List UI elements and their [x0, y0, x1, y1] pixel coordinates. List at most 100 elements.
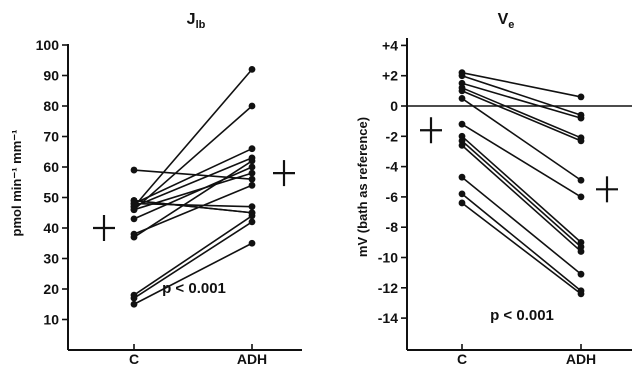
jlb-point-adh — [248, 169, 256, 177]
ve-ytick-label: -14 — [378, 310, 398, 326]
jlb-subject-15 — [130, 239, 256, 308]
ve-point-c — [458, 190, 466, 198]
ve-subject-6 — [458, 95, 585, 184]
jlb-ytick-label: 50 — [43, 190, 59, 206]
ve-title: Ve — [498, 11, 515, 31]
jlb-pair-line — [133, 184, 253, 235]
jlb-subject-9 — [130, 145, 256, 208]
ve-title-main: V — [498, 11, 509, 28]
ve-subject-5 — [458, 87, 585, 145]
jlb-pair-line — [133, 166, 253, 220]
ve-point-c — [458, 87, 466, 95]
jlb-subject-11 — [130, 181, 256, 238]
ve-point-adh — [577, 193, 585, 201]
ve-ytick-label: -12 — [378, 280, 398, 296]
ve-point-adh — [577, 176, 585, 184]
jlb-point-adh — [248, 203, 256, 211]
jlb-pair-line — [133, 242, 253, 305]
ve-xtick-c: C — [457, 351, 467, 367]
panel-jlb: Jlb pmol min⁻¹ mm⁻¹ 10203040506070809010… — [9, 11, 302, 367]
ve-point-c — [458, 141, 466, 149]
ve-point-c — [458, 173, 466, 181]
ve-pair-line — [461, 87, 582, 139]
ve-point-c — [458, 120, 466, 128]
ve-ytick-label: -2 — [386, 128, 399, 144]
ve-pair-line — [461, 71, 582, 98]
ve-ytick-label: +2 — [382, 68, 398, 84]
ve-ytick-label: 0 — [390, 98, 398, 114]
ve-pair-line — [461, 123, 582, 198]
jlb-point-adh — [248, 181, 256, 189]
ve-ylabel: mV (bath as reference) — [355, 117, 370, 257]
ve-pair-line — [461, 97, 582, 181]
ve-pair-line — [461, 176, 582, 275]
ve-point-c — [458, 95, 466, 102]
jlb-pair-line — [133, 105, 253, 211]
jlb-subject-1 — [130, 166, 256, 183]
jlb-pair-line — [133, 199, 253, 214]
jlb-series — [130, 66, 256, 308]
ve-mean-c — [420, 117, 442, 144]
jlb-xtick-adh: ADH — [237, 351, 267, 367]
ve-pair-line — [461, 140, 582, 248]
ve-point-adh — [577, 270, 585, 278]
jlb-pair-line — [133, 169, 253, 180]
ve-point-adh — [577, 114, 585, 122]
jlb-point-adh — [248, 163, 256, 171]
jlb-mean-adh — [273, 160, 295, 187]
ve-pair-line — [461, 202, 582, 295]
ve-pair-line — [461, 90, 582, 142]
jlb-pair-line — [133, 68, 253, 208]
panel-ve: Ve mV (bath as reference) +4 +2 0 -2 -4 -6 -8 -… — [355, 11, 632, 367]
jlb-ytick-label: 90 — [43, 68, 59, 84]
jlb-point-adh — [248, 239, 256, 247]
jlb-pair-line — [133, 147, 253, 205]
jlb-point-adh — [248, 102, 256, 110]
ve-point-adh — [577, 248, 585, 255]
jlb-y-ticks: 10 20 30 40 50 60 70 80 90 100 — [36, 37, 68, 328]
jlb-title-sub: lb — [196, 19, 206, 31]
jlb-point-c — [130, 294, 138, 302]
ve-series — [458, 69, 585, 298]
jlb-point-adh — [248, 66, 256, 73]
ve-subject-13 — [458, 199, 585, 298]
jlb-point-c — [130, 166, 138, 174]
ve-pvalue: p < 0.001 — [490, 307, 554, 324]
ve-subject-11 — [458, 173, 585, 278]
jlb-pvalue: p < 0.001 — [162, 280, 226, 297]
ve-subject-7 — [458, 120, 585, 201]
ve-subject-10 — [458, 141, 585, 255]
ve-pair-line — [461, 193, 582, 292]
ve-pair-line — [461, 135, 582, 243]
jlb-ytick-label: 60 — [43, 159, 59, 175]
ve-title-sub: e — [508, 19, 514, 31]
jlb-subject-12 — [130, 157, 256, 241]
ve-point-adh — [577, 137, 585, 145]
jlb-point-adh — [248, 212, 256, 220]
ve-subject-2 — [458, 72, 585, 119]
ve-point-c — [458, 72, 466, 80]
jlb-ytick-label: 30 — [43, 251, 59, 267]
ve-ytick-label: +4 — [382, 37, 398, 53]
jlb-subject-8 — [130, 102, 256, 214]
jlb-ytick-label: 40 — [43, 220, 59, 236]
jlb-mean-c — [93, 215, 115, 241]
jlb-point-c — [130, 215, 138, 223]
jlb-point-adh — [248, 175, 256, 183]
ve-ytick-label: -8 — [386, 219, 399, 235]
jlb-point-adh — [248, 145, 256, 153]
ve-x-ticks: C ADH — [457, 344, 596, 367]
jlb-point-c — [130, 300, 138, 308]
jlb-pair-line — [133, 157, 253, 208]
jlb-ytick-label: 10 — [43, 312, 59, 328]
jlb-point-c — [130, 200, 138, 208]
ve-point-adh — [577, 290, 585, 298]
ve-ytick-label: -10 — [378, 250, 398, 266]
ve-ytick-label: -6 — [386, 189, 399, 205]
jlb-point-adh — [248, 218, 256, 226]
ve-xtick-adh: ADH — [566, 351, 596, 367]
ve-mean-adh — [596, 176, 618, 203]
ve-subject-12 — [458, 190, 585, 295]
jlb-ytick-label: 100 — [36, 37, 60, 53]
